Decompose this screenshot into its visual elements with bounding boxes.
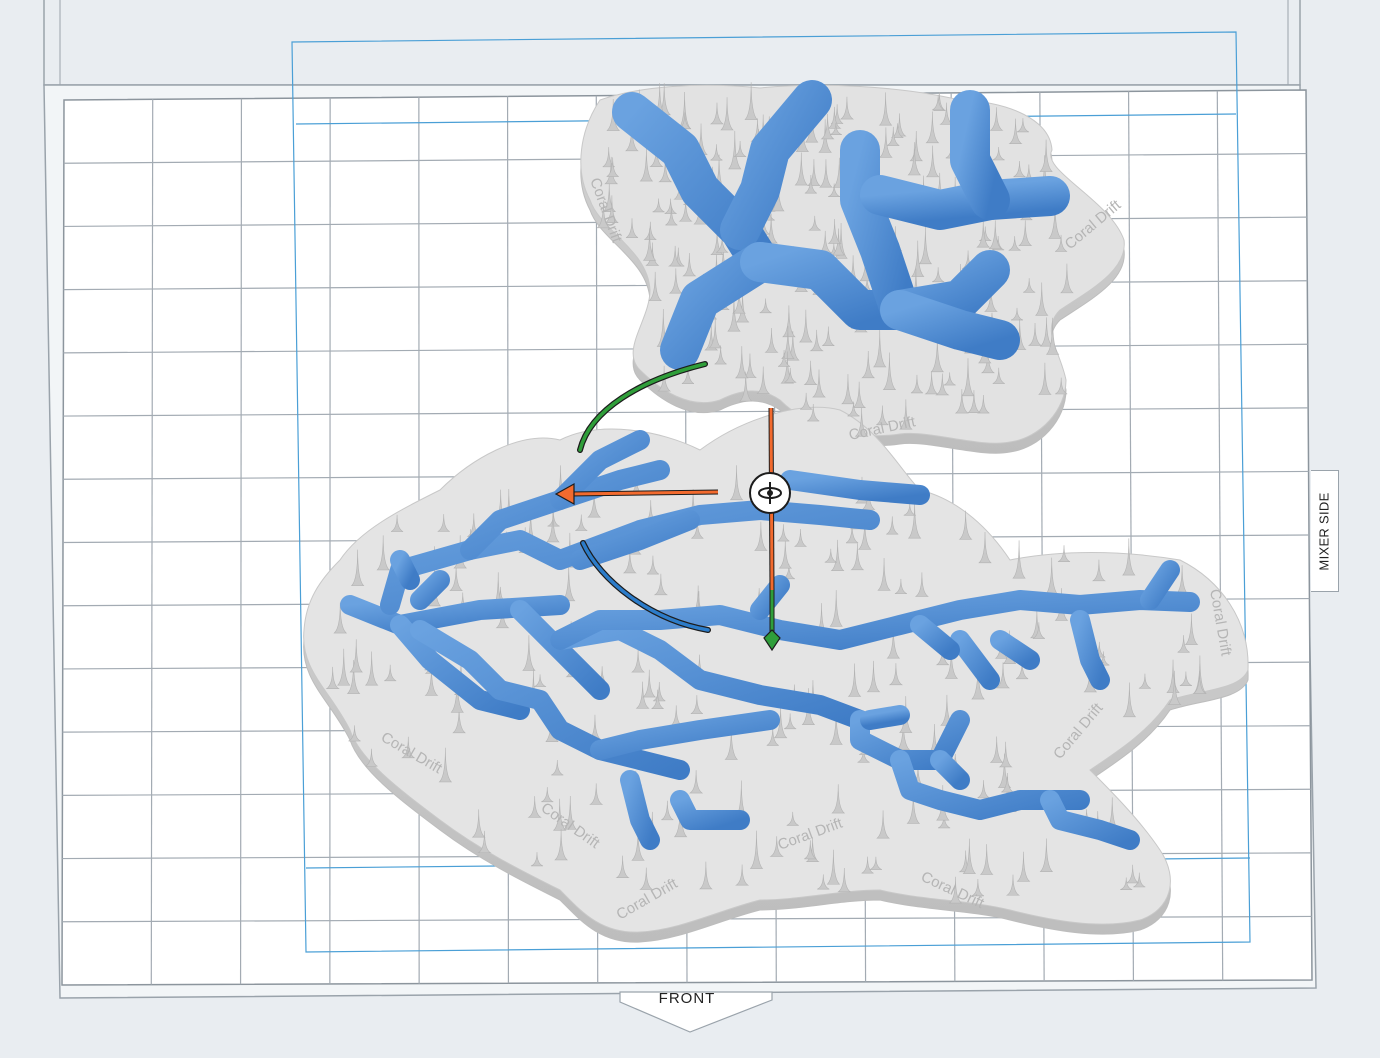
gizmo-y-arrow[interactable]: [763, 629, 781, 652]
transform-gizmo[interactable]: [554, 361, 791, 652]
coral-branches-upper[interactable]: [612, 80, 1070, 370]
front-label: FRONT: [658, 990, 716, 1007]
mixer-side-label: MIXER SIDE: [1317, 491, 1332, 571]
gizmo-x-arrow[interactable]: [554, 482, 575, 506]
mixer-side-tab: MIXER SIDE: [1311, 470, 1339, 592]
front-notch: [619, 991, 773, 1033]
rotate-orbit-icon[interactable]: [749, 472, 791, 514]
coral-branches-lower[interactable]: [340, 420, 1200, 850]
